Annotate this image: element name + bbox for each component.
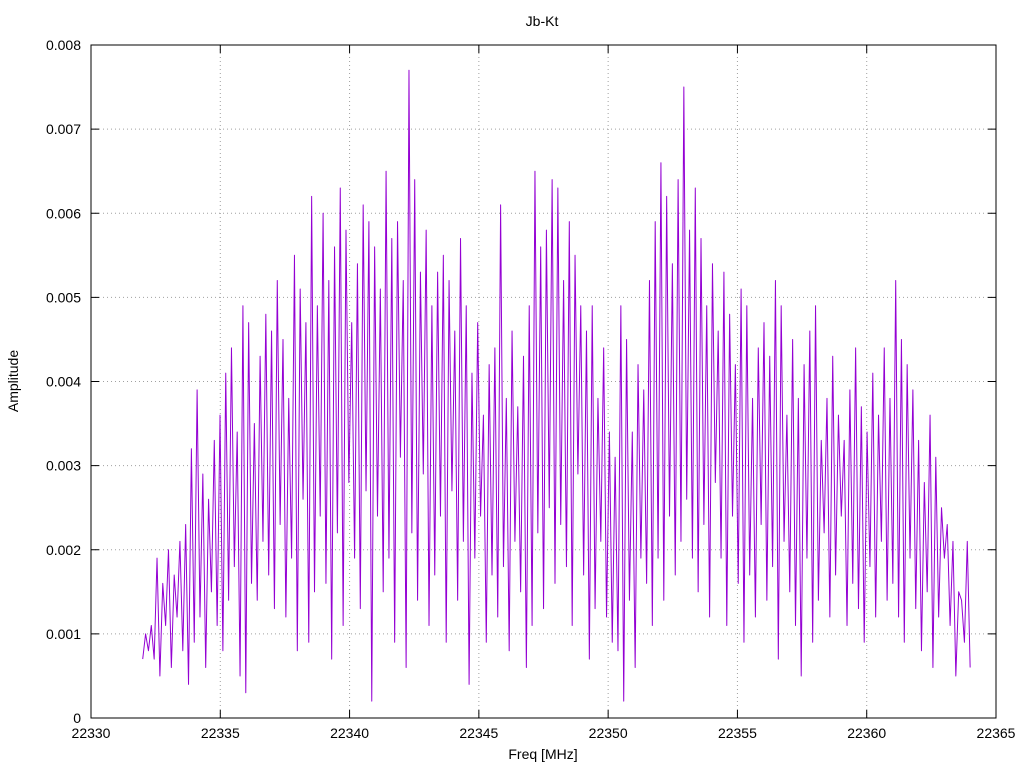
- plot-frame: [90, 44, 997, 719]
- x-axis-label: Freq [MHz]: [508, 746, 577, 762]
- y-tick-label: 0.007: [46, 121, 81, 137]
- series-line: [142, 69, 971, 702]
- y-tick-label: 0.001: [46, 626, 81, 642]
- y-tick-label: 0.005: [46, 289, 81, 305]
- y-tick-label: 0.004: [46, 374, 81, 390]
- x-tick-label: 22360: [847, 725, 886, 741]
- x-tick-label: 22335: [201, 725, 240, 741]
- y-tick-label: 0.006: [46, 205, 81, 221]
- y-tick-label: 0: [73, 710, 81, 726]
- grid: [91, 45, 996, 718]
- x-tick-label: 22365: [977, 725, 1016, 741]
- x-tick-label: 22340: [330, 725, 369, 741]
- y-tick-labels: 0 0.001 0.002 0.003 0.004 0.005 0.006 0.007 0.00…: [46, 37, 81, 726]
- x-tick-label: 22350: [589, 725, 628, 741]
- y-axis-label: Amplitude: [5, 350, 21, 412]
- y-tick-label: 0.008: [46, 37, 81, 53]
- x-tick-label: 22345: [459, 725, 498, 741]
- chart-title: Jb-Kt: [526, 13, 559, 29]
- x-tick-labels: 22330 22335 22340 22345 22350 22355 22360 22365: [72, 725, 1016, 741]
- y-tick-label: 0.003: [46, 458, 81, 474]
- x-tick-label: 22355: [718, 725, 757, 741]
- y-tick-label: 0.002: [46, 542, 81, 558]
- x-tick-label: 22330: [72, 725, 111, 741]
